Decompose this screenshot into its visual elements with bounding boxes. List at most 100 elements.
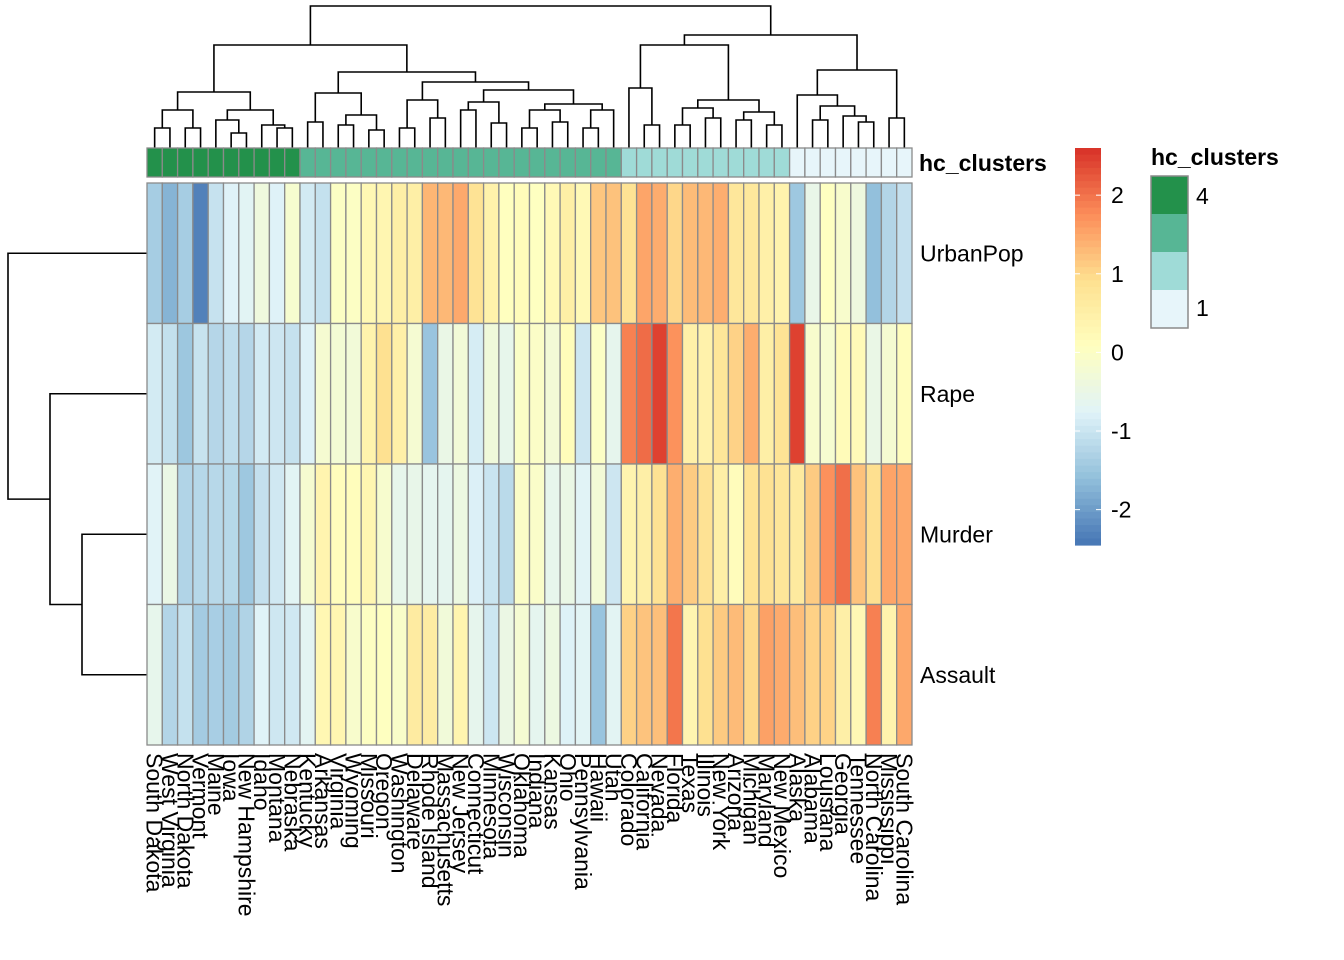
heatmap-cells [146,182,913,746]
annotation-cell [850,147,867,178]
heatmap-cell [482,322,500,465]
dendrogram-branch [215,119,240,148]
column-label: Arkansas [310,753,336,849]
heatmap-cell [880,322,898,465]
heatmap-cell [651,463,668,606]
heatmap-cell [345,182,362,325]
color-scale-step [1075,300,1101,308]
heatmap-cell [590,322,607,465]
annotation-cell [743,147,760,178]
heatmap-cell [268,182,286,325]
annotation-cell [161,147,179,178]
column-label: Oregon [371,753,397,830]
column-dendrogram [153,5,906,148]
column-label: Arizona [723,753,749,831]
column-label: Iowa [218,753,244,802]
heatmap-cell [788,603,806,746]
annotation-cell [666,147,684,178]
dendrogram-branch [857,121,875,148]
heatmap-cell [620,322,638,465]
heatmap-cell [865,182,883,325]
heatmap-cell [299,603,316,746]
heatmap-cell [284,322,301,465]
annotation-cell [192,147,209,178]
column-label: South Dakota [142,753,168,893]
heatmap-cell [176,182,194,325]
heatmap-cell [743,603,760,746]
annotation-cell [391,147,408,178]
heatmap-cell [513,322,531,465]
annotation-cell [268,147,286,178]
heatmap-cell [574,603,592,746]
annotation-cell [773,147,791,178]
heatmap-cell [681,463,699,606]
dendrogram-branch [582,127,600,148]
heatmap-cell [590,182,607,325]
heatmap-cell [712,603,730,746]
annotation-cell [574,147,592,178]
annotation-cell [482,147,500,178]
heatmap-cell [788,182,806,325]
column-label: Utah [601,753,627,802]
heatmap-cell [360,603,378,746]
annotation-cell [788,147,806,178]
dendrogram-branch [674,124,691,148]
annotation-cell [314,147,332,178]
color-scale-step [1075,200,1101,209]
dendrogram-branch [643,124,661,148]
color-scale-tick-label: -1 [1111,418,1131,444]
dendrogram-branch [467,101,500,123]
heatmap-cell [834,322,852,465]
heatmap-cell [375,463,393,606]
dendrogram-branch [683,34,858,70]
annotation-cell [284,147,301,178]
annotation-cell [651,147,668,178]
heatmap-cell [207,603,225,746]
row-label: Rape [920,381,975,407]
heatmap-cell [192,463,209,606]
heatmap-cell [329,182,347,325]
column-label: Florida [662,753,688,824]
dendrogram-branch [459,109,477,148]
heatmap-cell [605,603,622,746]
color-scale-step [1075,293,1101,301]
heatmap-cell [207,463,225,606]
color-scale-step [1075,286,1101,295]
annotation-cell [605,147,622,178]
heatmap-cell [222,603,240,746]
color-scale-step [1075,452,1101,460]
annotation-legend: hc_clusters 4 1 [1150,144,1279,329]
heatmap-cell [406,322,424,465]
heatmap-cell [712,182,730,325]
color-scale-step [1075,472,1101,480]
annotation-cell [880,147,898,178]
heatmap-cell [161,322,179,465]
heatmap-cell [712,322,730,465]
color-scale-step [1075,505,1101,513]
column-label: Oklahoma [509,753,535,858]
heatmap-cell [758,463,775,606]
heatmap-cell [482,182,500,325]
annotation-legend-border [1150,175,1189,329]
heatmap-cell [360,322,378,465]
color-scale-step [1075,511,1101,520]
color-scale-step [1075,412,1101,420]
heatmap-cell [651,182,668,325]
heatmap-cell [697,463,714,606]
heatmap-cell [314,182,332,325]
heatmap-cell [865,463,883,606]
dendrogram-branch [306,121,324,148]
heatmap-cell [743,182,760,325]
heatmap-cell [804,182,821,325]
color-scale-step [1075,445,1101,453]
color-scale-step [1075,372,1101,381]
heatmap-cell [819,322,837,465]
heatmap-cell [666,182,684,325]
heatmap-cell [161,463,179,606]
heatmap-cell [605,463,622,606]
column-label: Rhode Island [417,753,443,889]
heatmap-cell [773,182,791,325]
color-scale-step [1075,234,1101,242]
color-scale-step [1075,220,1101,228]
